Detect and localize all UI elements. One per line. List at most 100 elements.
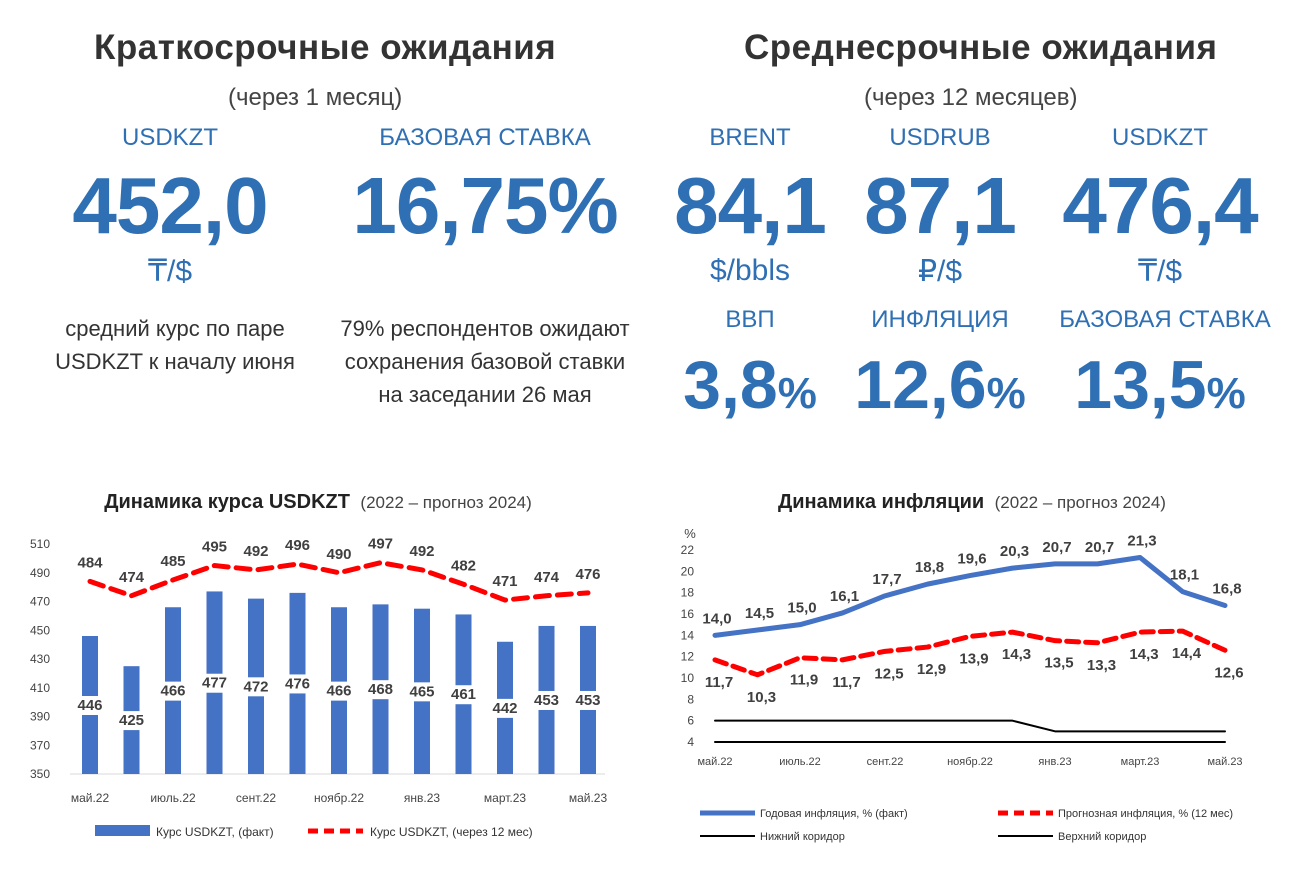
actual-inflation-line xyxy=(712,554,1228,638)
forecast-value-label: 482 xyxy=(451,557,476,574)
legend-forecast-label: Курс USDKZT, (через 12 мес) xyxy=(370,825,533,839)
bar-value-label: 442 xyxy=(492,700,517,717)
short-rate-label: БАЗОВАЯ СТАВКА xyxy=(379,124,591,151)
short-usdkzt-unit: ₸/$ xyxy=(147,255,193,288)
forecast-value-label: 476 xyxy=(575,566,600,583)
inflation-y-unit: % xyxy=(684,526,696,541)
forecast-inflation-value-label: 12,5 xyxy=(874,665,903,682)
x-tick-label: май.22 xyxy=(71,791,110,805)
forecast-inflation-value-label: 13,5 xyxy=(1044,655,1073,672)
mid-usdkzt-unit: ₸/$ xyxy=(1137,255,1183,288)
forecast-value-label: 496 xyxy=(285,537,310,554)
y-tick-label: 10 xyxy=(681,671,695,685)
actual-inflation-value-label: 20,3 xyxy=(1000,543,1029,560)
forecast-value-label: 471 xyxy=(492,573,517,590)
y-tick-label: 410 xyxy=(30,681,50,695)
usdrub-label: USDRUB xyxy=(889,124,991,151)
x-tick-label: ноябр.22 xyxy=(314,791,364,805)
short-term-title: Краткосрочные ожидания xyxy=(94,28,557,67)
bar-label-bg xyxy=(240,677,272,697)
forecast-inflation-value-label: 13,9 xyxy=(959,650,988,667)
y-tick-label: 430 xyxy=(30,652,50,666)
bar-value-label: 453 xyxy=(575,692,600,709)
bar-label-bg xyxy=(281,674,314,694)
legend-lower-corridor-label: Нижний коридор xyxy=(760,831,845,843)
bar-value-label: 466 xyxy=(326,683,351,700)
y-tick-label: 510 xyxy=(30,537,50,551)
y-tick-label: 16 xyxy=(681,607,695,621)
forecast-inflation-value-label: 14,3 xyxy=(1002,646,1031,663)
usdkzt-chart: Динамика курса USDKZT (2022 – прогноз 20… xyxy=(30,491,608,839)
mid-rate-percent: % xyxy=(1206,369,1246,418)
legend-forecast-inflation-label: Прогнозная инфляция, % (12 мес) xyxy=(1058,808,1233,820)
forecast-inflation-value-label: 10,3 xyxy=(747,689,776,706)
mid-term-subtitle: (через 12 месяцев) xyxy=(864,84,1078,111)
usdkzt-forecast-line xyxy=(87,560,591,603)
brent-value: 84,1 xyxy=(674,161,827,250)
short-usdkzt-value: 452,0 xyxy=(72,161,268,250)
actual-inflation-value-label: 21,3 xyxy=(1127,532,1156,549)
short-rate-note: 79% респондентов ожидают сохранения базо… xyxy=(340,316,630,407)
x-tick-label: янв.23 xyxy=(1038,756,1071,768)
forecast-inflation-value-label: 11,7 xyxy=(705,674,733,691)
x-tick-label: янв.23 xyxy=(404,791,441,805)
forecast-value-label: 495 xyxy=(202,539,227,556)
bar-value-label: 466 xyxy=(160,683,185,700)
usdkzt-chart-title: Динамика курса USDKZT (2022 – прогноз 20… xyxy=(104,491,532,513)
forecast-inflation-value-label: 11,7 xyxy=(832,674,860,691)
usdrub-value: 87,1 xyxy=(864,161,1017,250)
y-tick-label: 18 xyxy=(681,586,695,600)
actual-inflation-value-label: 17,7 xyxy=(872,571,901,588)
y-tick-label: 350 xyxy=(30,767,50,781)
y-tick-label: 20 xyxy=(681,564,695,578)
forecast-value-label: 497 xyxy=(368,536,393,553)
actual-inflation-value-label: 20,7 xyxy=(1042,539,1071,556)
actual-inflation-value-label: 18,1 xyxy=(1170,567,1199,584)
x-tick-label: июль.22 xyxy=(779,756,821,768)
inflation-value: 12,6% xyxy=(854,347,1026,423)
forecast-value-label: 492 xyxy=(409,543,434,560)
bar-label-bg xyxy=(447,685,480,705)
forecast-inflation-value-label: 12,6 xyxy=(1214,664,1243,681)
bar-label-bg xyxy=(74,696,106,715)
forecast-inflation-value-label: 14,3 xyxy=(1129,646,1158,663)
x-tick-label: май.22 xyxy=(697,756,732,768)
y-tick-label: 4 xyxy=(687,735,694,749)
y-tick-label: 470 xyxy=(30,595,50,609)
forecast-inflation-value-label: 14,4 xyxy=(1172,645,1202,662)
y-tick-label: 6 xyxy=(687,714,694,728)
y-tick-label: 370 xyxy=(30,738,50,752)
x-tick-label: март.23 xyxy=(1121,756,1160,768)
actual-inflation-value-label: 16,1 xyxy=(830,588,859,605)
mid-usdkzt-value: 476,4 xyxy=(1062,161,1258,250)
bar-value-label: 446 xyxy=(77,697,102,714)
forecast-inflation-value-label: 11,9 xyxy=(790,672,818,689)
y-tick-label: 22 xyxy=(681,543,695,557)
x-tick-label: сент.22 xyxy=(867,756,904,768)
upper-corridor-line xyxy=(714,719,1226,733)
forecast-value-label: 490 xyxy=(326,546,351,563)
x-tick-label: март.23 xyxy=(484,791,527,805)
bar-value-label: 465 xyxy=(409,683,434,700)
x-tick-label: ноябр.22 xyxy=(947,756,993,768)
bar-label-bg xyxy=(406,682,438,702)
usdrub-unit: ₽/$ xyxy=(917,255,963,288)
gdp-value: 3,8% xyxy=(683,347,817,423)
inflation-percent: % xyxy=(986,369,1026,418)
y-tick-label: 12 xyxy=(681,650,695,664)
actual-inflation-value-label: 20,7 xyxy=(1085,539,1114,556)
bar-value-label: 477 xyxy=(202,675,227,692)
actual-inflation-value-label: 15,0 xyxy=(787,600,816,617)
bar-value-label: 425 xyxy=(119,712,144,729)
bar-value-label: 453 xyxy=(534,692,559,709)
legend-fact-label: Курс USDKZT, (факт) xyxy=(156,825,274,839)
actual-inflation-value-label: 14,5 xyxy=(745,605,774,622)
legend-fact-swatch xyxy=(95,825,150,836)
forecast-value-label: 492 xyxy=(243,543,268,560)
x-tick-label: июль.22 xyxy=(150,791,196,805)
bar-value-label: 472 xyxy=(243,678,268,695)
x-tick-label: май.23 xyxy=(569,791,608,805)
inflation-label: ИНФЛЯЦИЯ xyxy=(871,306,1009,333)
bar-label-bg xyxy=(198,673,231,693)
short-term-subtitle: (через 1 месяц) xyxy=(228,84,403,111)
